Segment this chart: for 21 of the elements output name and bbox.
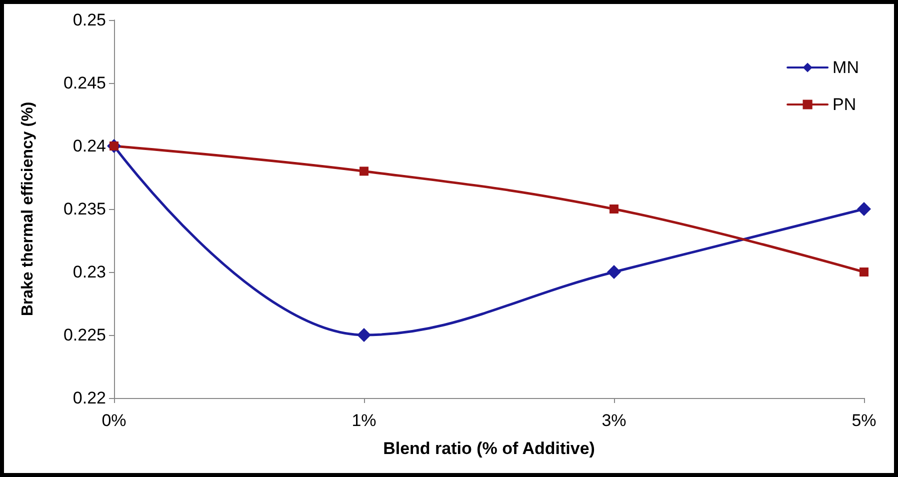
x-tick-label: 0% <box>102 411 126 430</box>
point <box>610 204 618 214</box>
x-tick-label: 5% <box>852 411 876 430</box>
point <box>357 328 371 342</box>
point <box>857 202 871 216</box>
point <box>860 268 868 276</box>
y-axis-title: Brake thermal efficiency (%) <box>20 102 36 316</box>
point <box>360 166 368 176</box>
y-tick-label: 0.23 <box>72 262 106 282</box>
x-tick-label: 1% <box>352 411 376 430</box>
y-tick-label: 0.225 <box>63 326 106 344</box>
point <box>607 265 621 279</box>
y-tick-label: 0.25 <box>72 10 106 30</box>
y-tick-label: 0.235 <box>63 200 106 218</box>
x-tick-label: 3% <box>602 411 626 430</box>
y-tick-label: 0.24 <box>72 136 106 156</box>
y-tick-label: 0.245 <box>63 74 106 92</box>
legend-label: MN <box>832 58 860 77</box>
legend-label: PN <box>832 95 856 114</box>
x-axis-title: Blend ratio (% of Additive) <box>383 439 595 458</box>
y-tick-label: 0.22 <box>72 388 106 408</box>
